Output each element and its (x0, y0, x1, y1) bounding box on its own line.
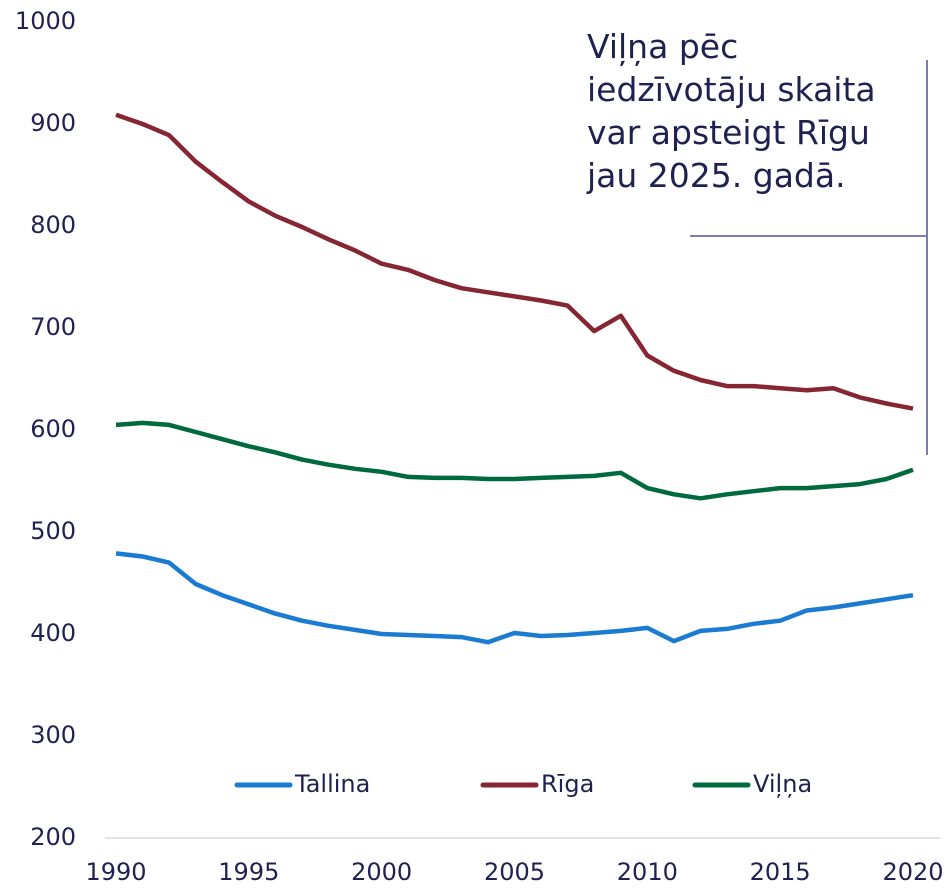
y-tick-label: 300 (30, 721, 76, 749)
y-tick-label: 1000 (15, 7, 76, 35)
x-tick-label: 2005 (484, 858, 545, 886)
x-tick-label: 2020 (882, 858, 943, 886)
y-tick-label: 800 (30, 211, 76, 239)
line-series (115, 420, 914, 501)
x-tick-label: 2000 (351, 858, 412, 886)
line-series (115, 112, 914, 411)
line-series (115, 551, 914, 645)
x-tick-label: 1990 (85, 858, 146, 886)
y-tick-label: 700 (30, 313, 76, 341)
legend-label: Tallina (294, 770, 370, 798)
x-tick-label: 2010 (617, 858, 678, 886)
y-tick-label: 400 (30, 619, 76, 647)
annotation: Viļņa pēc (587, 27, 738, 66)
y-tick-label: 900 (30, 109, 76, 137)
y-tick-label: 500 (30, 517, 76, 545)
annotation: iedzīvotāju skaita (587, 70, 876, 109)
annotation: jau 2025. gadā. (586, 156, 846, 195)
x-tick-label: 1995 (218, 858, 279, 886)
y-tick-label: 600 (30, 415, 76, 443)
annotation: var apsteigt Rīgu (587, 113, 870, 152)
legend-label: Viļņa (753, 770, 812, 798)
y-tick-label: 200 (30, 823, 76, 851)
x-tick-label: 2015 (750, 858, 811, 886)
legend-label: Rīga (541, 770, 594, 798)
